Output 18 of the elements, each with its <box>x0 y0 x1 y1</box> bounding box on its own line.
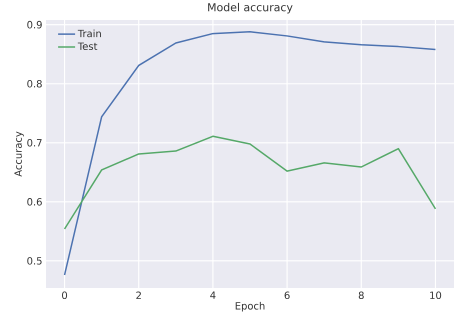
x-tick-label: 0 <box>62 292 68 300</box>
y-axis-title: Accuracy <box>14 132 24 177</box>
chart-title: Model accuracy <box>208 2 293 14</box>
x-tick-label: 6 <box>284 292 290 300</box>
y-tick-label: 0.9 <box>27 20 42 28</box>
x-tick-label: 4 <box>210 292 216 299</box>
y-tick-label: 0.8 <box>27 80 42 88</box>
line-series <box>64 31 436 276</box>
x-tick-label: 10 <box>430 292 442 300</box>
legend-label: Train <box>78 30 101 38</box>
line-series <box>64 136 436 230</box>
x-tick-label: 8 <box>358 292 364 300</box>
x-tick-label: 2 <box>136 292 141 299</box>
x-axis-title: Epoch <box>236 302 264 312</box>
legend-label: Test <box>78 42 98 50</box>
y-tick-label: 0.5 <box>27 257 42 265</box>
y-tick-label: 0.6 <box>27 198 42 206</box>
y-tick-label: 0.7 <box>27 139 42 147</box>
